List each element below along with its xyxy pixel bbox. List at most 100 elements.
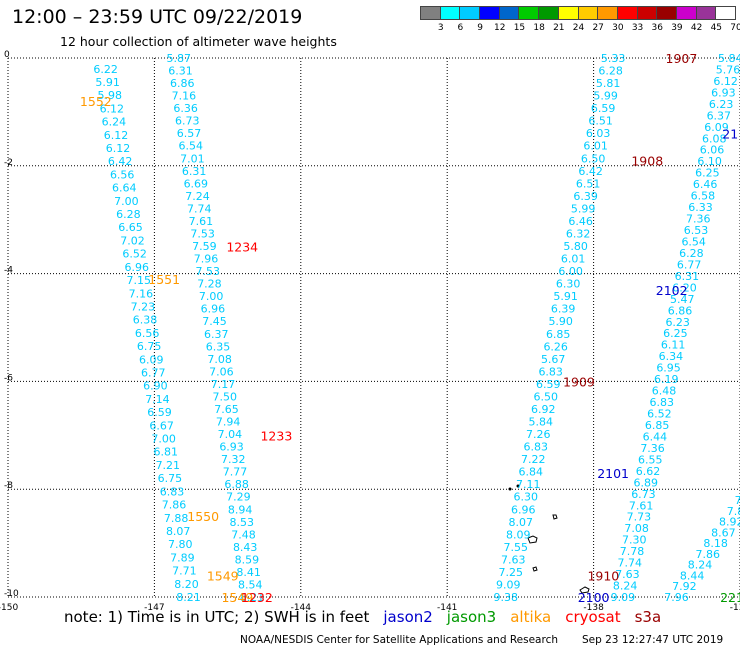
wave-height-value: 6.32 — [566, 227, 591, 240]
y-tick-label: 0 — [4, 50, 10, 60]
wave-height-value: 6.73 — [631, 488, 656, 501]
wave-height-value: 9.38 — [494, 591, 519, 604]
island-dot — [516, 484, 520, 488]
wave-height-value: 7.81 — [727, 505, 740, 518]
wave-height-value: 7.88 — [164, 512, 189, 525]
wave-height-value: 7.14 — [145, 393, 170, 406]
color-scale-label: 12 — [494, 23, 506, 33]
wave-height-value: 6.50 — [533, 390, 558, 403]
wave-height-value: 8.20 — [174, 578, 199, 591]
wave-height-value: 7.91 — [735, 494, 740, 507]
wave-height-value: 8.21 — [240, 591, 265, 604]
color-scale-label: 30 — [612, 23, 624, 33]
wave-height-value: 8.09 — [506, 528, 531, 541]
wave-height-value: 7.86 — [162, 499, 187, 512]
wave-height-value: 5.99 — [593, 90, 618, 103]
wave-height-value: 7.96 — [664, 591, 689, 604]
wave-height-value: 6.24 — [102, 116, 127, 129]
wave-height-value: 8.07 — [508, 516, 533, 529]
wave-height-value: 7.71 — [172, 565, 197, 578]
wave-height-value: 6.25 — [663, 327, 688, 340]
wave-height-value: 5.91 — [553, 290, 578, 303]
wave-height-value: 7.02 — [120, 234, 145, 247]
wave-height-value: 7.96 — [194, 253, 219, 266]
wave-height-value: 7.28 — [197, 278, 222, 291]
wave-height-value: 6.23 — [665, 316, 690, 329]
wave-height-value: 6.31 — [675, 270, 700, 283]
wave-height-value: 6.09 — [139, 353, 164, 366]
color-scale-label: 24 — [572, 23, 585, 33]
wave-height-value: 6.06 — [700, 144, 725, 157]
wave-height-value: 6.36 — [173, 102, 198, 115]
wave-height-value: 6.37 — [204, 328, 229, 341]
wave-height-value: 5.98 — [97, 89, 122, 102]
wave-height-value: 6.83 — [523, 441, 548, 454]
wave-height-value: 6.96 — [124, 261, 149, 274]
wave-height-value: 7.01 — [180, 152, 205, 165]
color-scale-label: 42 — [690, 23, 703, 33]
wave-height-value: 6.59 — [536, 378, 561, 391]
wave-height-value: 7.29 — [226, 491, 251, 504]
color-scale-label: 9 — [477, 23, 483, 33]
pass-time-label: 1909 — [563, 374, 595, 389]
pass-time-label: 1552 — [80, 94, 112, 109]
wave-height-value: 6.95 — [656, 362, 681, 375]
wave-height-value: 6.42 — [578, 165, 603, 178]
wave-height-value: 6.39 — [551, 303, 576, 316]
wave-height-value: 6.31 — [168, 65, 193, 78]
color-swatch — [715, 6, 736, 20]
wave-height-value: 6.83 — [538, 365, 563, 378]
color-scale-label: 70 — [730, 23, 740, 33]
wave-height-value: 6.56 — [110, 168, 135, 181]
pass-time-label: 2100 — [578, 590, 610, 605]
wave-height-value: 6.51 — [588, 115, 613, 128]
wave-height-value: 6.11 — [661, 339, 686, 352]
wave-height-value: 8.54 — [238, 578, 263, 591]
wave-height-value: 6.12 — [100, 102, 125, 115]
x-tick-label: -147 — [144, 603, 164, 613]
wave-height-value: 6.65 — [118, 221, 143, 234]
legend-satellite-s3a: s3a — [634, 608, 662, 626]
wave-height-value: 7.36 — [640, 442, 665, 455]
y-tick-label: -8 — [4, 481, 13, 491]
wave-height-value: 7.53 — [195, 265, 220, 278]
wave-height-value: 6.69 — [184, 177, 209, 190]
x-tick-label: -144 — [291, 603, 312, 613]
wave-height-value: 7.11 — [516, 478, 541, 491]
wave-height-value: 6.28 — [679, 247, 704, 260]
color-scale-label: 33 — [631, 23, 644, 33]
grid-lines — [7, 57, 740, 598]
wave-height-value: 7.25 — [499, 566, 524, 579]
axis-tick-labels: -150 -147 -144 -141 -138 -135 0 -2 -4 -6 -8 -10 — [0, 50, 740, 613]
wave-height-value: 7.00 — [199, 290, 224, 303]
wave-height-value: 6.30 — [556, 278, 581, 291]
island-dot — [508, 487, 512, 491]
wave-height-value: 7.73 — [627, 511, 652, 524]
legend-satellite-altika: altika — [510, 608, 552, 626]
wave-height-value: 8.67 — [711, 526, 736, 539]
wave-height-value: 5.90 — [548, 315, 573, 328]
wave-height-value: 6.52 — [647, 408, 672, 421]
pass-time-label: 2101 — [597, 466, 629, 481]
wave-height-value: 6.38 — [133, 314, 158, 327]
wave-height-value: 8.94 — [228, 503, 253, 516]
wave-height-value: 6.20 — [672, 281, 697, 294]
wave-height-value: 7.15 — [127, 274, 152, 287]
y-tick-label: -6 — [4, 373, 13, 383]
wave-height-value: 7.92 — [672, 580, 697, 593]
wave-height-value: 6.50 — [581, 152, 606, 165]
color-scale-label: 36 — [651, 23, 663, 33]
wave-height-value: 6.96 — [511, 503, 536, 516]
wave-height-value: 7.24 — [185, 190, 210, 203]
wave-height-value: 8.41 — [236, 566, 261, 579]
wave-height-value: 5.33 — [601, 52, 626, 65]
wave-height-value: 6.93 — [711, 86, 736, 99]
wave-height-value: 6.01 — [583, 140, 608, 153]
wave-height-value: 6.85 — [645, 419, 670, 432]
legend-satellite-jason3: jason3 — [446, 608, 497, 626]
wave-height-value: 6.48 — [652, 385, 677, 398]
pass-time-label: 1551 — [148, 272, 180, 287]
wave-height-value: 6.59 — [591, 102, 616, 115]
wave-height-value: 6.03 — [586, 127, 611, 140]
wave-height-value: 8.44 — [680, 569, 705, 582]
